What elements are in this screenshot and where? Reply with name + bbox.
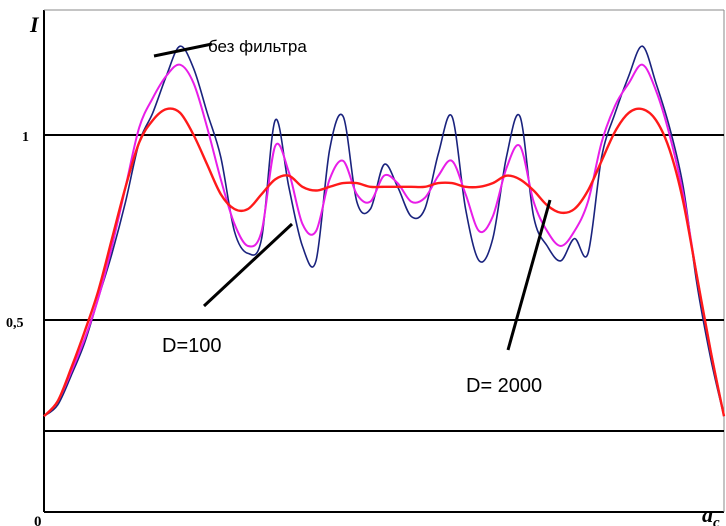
arrow-d100 (202, 222, 294, 308)
series-line-d100 (43, 63, 725, 417)
y-tick-label-0-5: 0,5 (6, 316, 24, 331)
arrow-bez-filtra (153, 42, 213, 58)
series-lines (43, 45, 726, 418)
y-axis-label: I (29, 12, 40, 37)
arrow-d2000 (506, 199, 552, 351)
annotation-arrows (153, 42, 552, 351)
annotation-d2000: D= 2000 (466, 375, 542, 397)
annotation-d100: D=100 (162, 335, 222, 357)
reference-lines (44, 134, 724, 432)
series-line-d2000 (43, 107, 726, 418)
series-line-bez-filtra (43, 45, 725, 417)
annotation-bez-filtra: без фильтра (208, 37, 307, 56)
y-tick-label-1: 1 (22, 130, 29, 145)
x-tick-label-0: 0 (34, 514, 42, 526)
x-axis-label: ac (702, 502, 720, 526)
